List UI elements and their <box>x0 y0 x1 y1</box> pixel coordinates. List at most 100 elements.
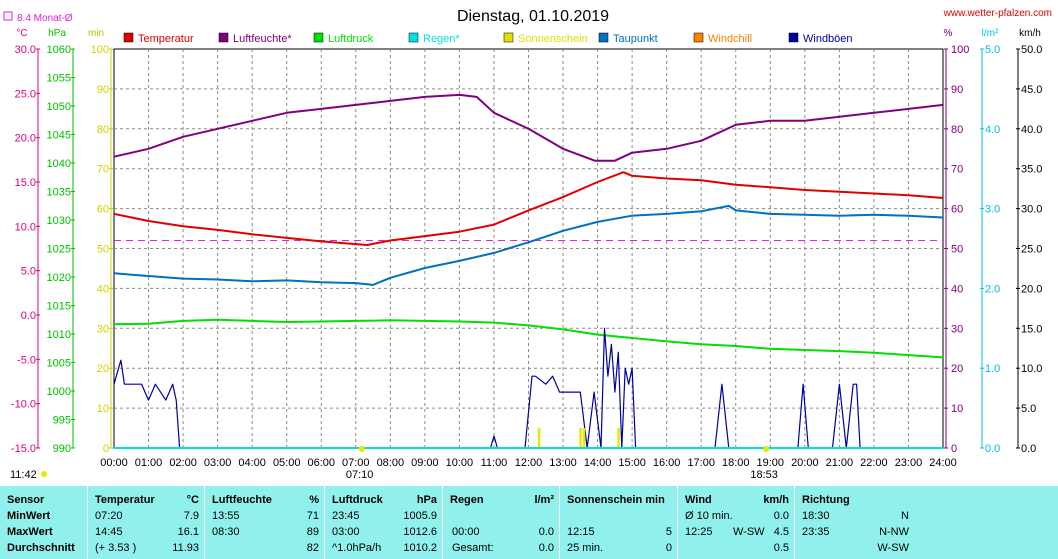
stats-header: Regen l/m² <box>443 492 560 508</box>
stats-row: ^1.0hPa/h 1010.2 <box>325 540 443 556</box>
stats-time: 18:30 <box>802 510 830 522</box>
stats-header: Sonnenschein min <box>560 492 678 508</box>
stats-row: Gesamt: 0.0 <box>443 540 560 556</box>
stats-value: W-SW <box>877 542 909 554</box>
x-tick-label: 08:00 <box>377 457 405 469</box>
stats-column: Sonnenschein min 12:15 5 25 min. 0 <box>560 486 678 559</box>
stats-row: 07:20 7.9 <box>88 508 205 524</box>
stats-header: Temperatur °C <box>88 492 205 508</box>
stats-column: Luftfeuchte% 13:55 71 08:30 89 82 <box>205 486 325 559</box>
temp-tick-label: -15.0 <box>11 443 36 455</box>
stats-row: Ø 10 min. 0.0 <box>678 508 795 524</box>
wind-tick-label: 40.0 <box>1021 124 1042 136</box>
stats-time: Gesamt: <box>452 542 494 554</box>
x-tick-label: 21:00 <box>826 457 854 469</box>
humidity-tick-label: 70 <box>951 164 963 176</box>
stats-time: 23:45 <box>332 510 360 522</box>
stats-header: Luftfeuchte% <box>205 492 325 508</box>
source-link[interactable]: www.wetter-pfalzen.com <box>943 8 1052 19</box>
column-separator <box>559 486 560 559</box>
stats-time: Ø 10 min. <box>685 510 733 522</box>
temp-axis-unit: °C <box>16 28 27 39</box>
stats-time: (+ 3.53 ) <box>95 542 137 554</box>
x-tick-label: 16:00 <box>653 457 681 469</box>
wind-tick-label: 50.0 <box>1021 44 1042 56</box>
monthly-avg-label: 8.4 Monat-Ø <box>17 13 73 24</box>
stats-value: 7.9 <box>183 510 199 522</box>
monthly-avg-marker <box>3 11 13 21</box>
sunshine-bar <box>537 428 541 448</box>
humidity-tick-label: 0 <box>951 443 957 455</box>
pressure-tick-label: 1060 <box>47 44 71 56</box>
wind-tick-label: 10.0 <box>1021 363 1042 375</box>
rain-tick-label: 4.0 <box>985 124 1000 136</box>
column-separator <box>442 486 443 559</box>
stats-dir: W-SW <box>733 526 765 538</box>
stats-value: 0 <box>665 542 672 554</box>
x-tick-label: 09:00 <box>411 457 439 469</box>
x-tick-label: 02:00 <box>169 457 197 469</box>
stats-row <box>443 508 560 524</box>
minutes-tick-label: 0 <box>103 443 109 455</box>
legend-label: Windböen <box>803 33 853 45</box>
sunshine-bar <box>617 428 620 448</box>
stats-row: 00:00 0.0 <box>443 524 560 540</box>
stats-time: 14:45 <box>95 526 123 538</box>
stats-header-unit: km/h <box>763 494 789 506</box>
x-tick-label: 12:00 <box>515 457 543 469</box>
minutes-axis-unit: min <box>88 28 104 39</box>
pressure-tick-label: 995 <box>53 415 71 427</box>
minutes-tick-label: 20 <box>97 363 109 375</box>
stats-row: 23:45 1005.9 <box>325 508 443 524</box>
wind-tick-label: 30.0 <box>1021 204 1042 216</box>
stats-time: 12:15 <box>567 526 595 538</box>
stats-column: Richtung 18:30 N 23:35 N-NW W-SW <box>795 486 915 559</box>
stats-column: Wind km/h Ø 10 min. 0.0 12:25 W-SW 4.5 0.5 <box>678 486 795 559</box>
stats-time: 13:55 <box>212 510 240 522</box>
minutes-tick-label: 50 <box>97 244 109 256</box>
series-line-temperatur <box>113 171 944 246</box>
stats-row: 08:30 89 <box>205 524 325 540</box>
humidity-tick-label: 40 <box>951 283 963 295</box>
stats-header: Sensor <box>0 492 88 508</box>
temp-tick-label: 30.0 <box>15 44 36 56</box>
sun-event-marker <box>763 446 770 452</box>
stats-row: 12:15 5 <box>560 524 678 540</box>
moon-label: 11:42 <box>10 469 37 481</box>
pressure-tick-label: 1045 <box>47 130 71 142</box>
humidity-tick-label: 50 <box>951 244 963 256</box>
legend-label: Sonnenschein <box>518 33 588 45</box>
x-tick-label: 17:00 <box>687 457 715 469</box>
stats-row <box>560 508 678 524</box>
stats-header: Richtung <box>795 492 915 508</box>
x-tick-label: 15:00 <box>618 457 646 469</box>
wind-tick-label: 25.0 <box>1021 244 1042 256</box>
pressure-tick-label: 1010 <box>47 329 71 341</box>
rain-tick-label: 3.0 <box>985 204 1000 216</box>
minutes-tick-label: 100 <box>91 44 109 56</box>
stats-header: Wind km/h <box>678 492 795 508</box>
chart-title: Dienstag, 01.10.2019 <box>457 8 609 25</box>
stats-row-label: MaxWert <box>7 526 53 538</box>
stats-table: Sensor MinWert MaxWert Durchschnitt Temperat… <box>0 486 1058 559</box>
stats-row: 25 min. 0 <box>560 540 678 556</box>
wind-tick-label: 15.0 <box>1021 323 1042 335</box>
column-separator <box>204 486 205 559</box>
x-tick-label: 20:00 <box>791 457 819 469</box>
stats-time: 23:35 <box>802 526 830 538</box>
legend-label: Luftfeuchte* <box>233 33 292 45</box>
stats-header-title: Wind <box>685 494 712 506</box>
column-separator <box>794 486 795 559</box>
legend-swatch <box>503 32 514 43</box>
stats-time: 25 min. <box>567 542 604 554</box>
stats-row-label: Durchschnitt <box>7 542 75 554</box>
stats-column: Luftdruck hPa 23:45 1005.9 03:00 1012.6 ^1.0hP… <box>325 486 443 559</box>
rain-tick-label: 1.0 <box>985 363 1000 375</box>
stats-header-title: Sensor <box>7 494 45 506</box>
humidity-axis-unit: % <box>944 28 953 39</box>
x-tick-label: 22:00 <box>860 457 888 469</box>
wind-tick-label: 45.0 <box>1021 84 1042 96</box>
stats-row: 03:00 1012.6 <box>325 524 443 540</box>
stats-column: Regen l/m² 00:00 0.0 Gesamt: 0.0 <box>443 486 560 559</box>
stats-header-title: Regen <box>450 494 484 506</box>
